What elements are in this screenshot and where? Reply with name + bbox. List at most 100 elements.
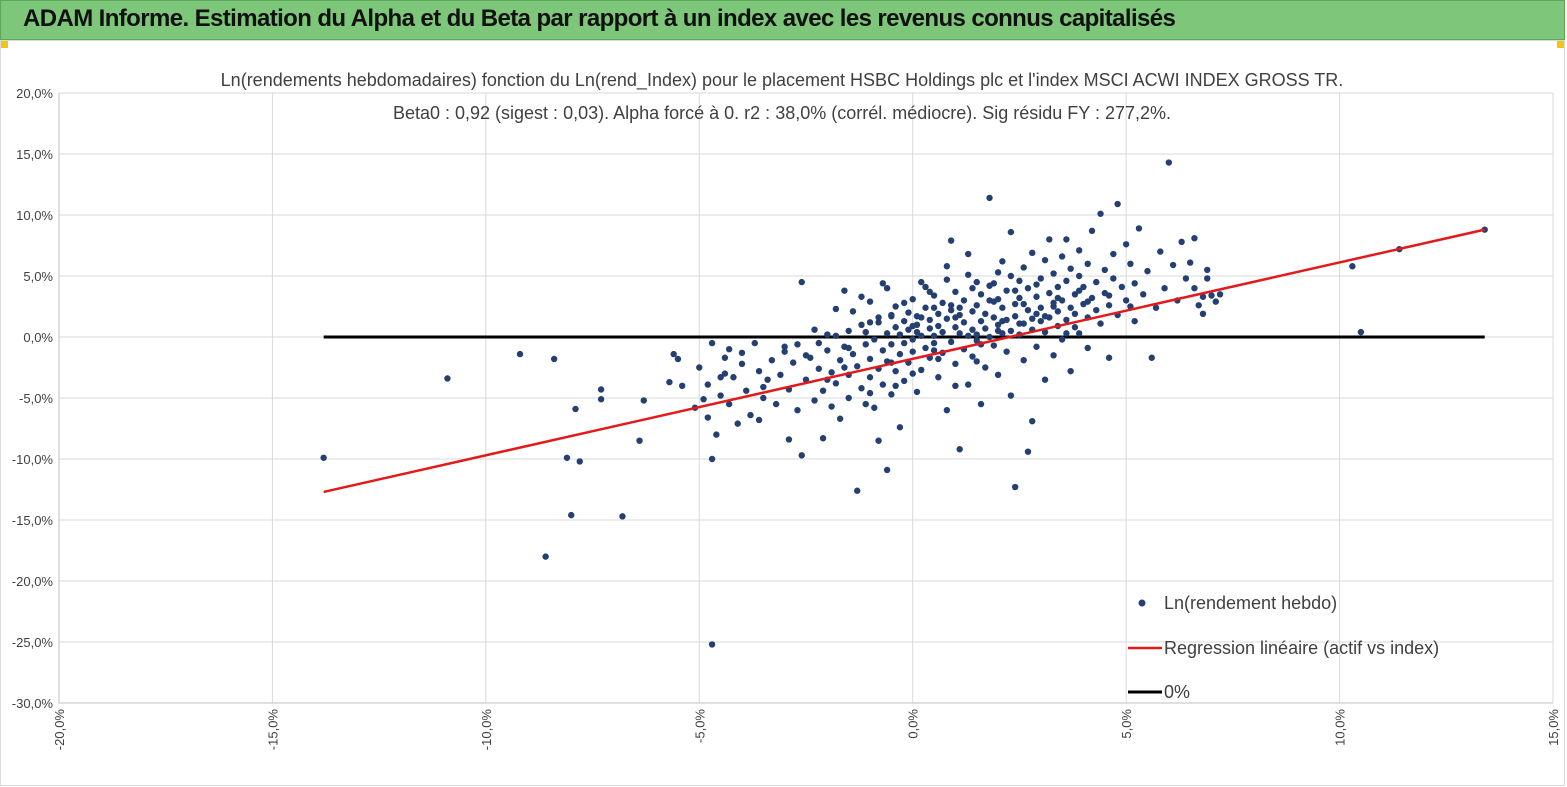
scatter-point xyxy=(896,350,904,358)
scatter-point xyxy=(943,276,951,283)
scatter-point xyxy=(768,356,776,364)
scatter-point xyxy=(640,397,647,404)
scatter-point xyxy=(990,342,998,349)
scatter-point xyxy=(1007,228,1015,236)
scatter-point xyxy=(841,364,848,371)
scatter-point xyxy=(1075,287,1083,294)
scatter-point xyxy=(858,321,865,328)
scatter-point xyxy=(935,322,942,330)
y-tick-label: -25,0% xyxy=(12,635,54,650)
scatter-point xyxy=(721,370,729,377)
scatter-point xyxy=(1011,483,1019,491)
scatter-point xyxy=(935,310,942,318)
y-tick-label: -20,0% xyxy=(12,574,54,589)
scatter-point xyxy=(973,331,980,338)
scatter-point xyxy=(866,355,874,363)
scatter-point xyxy=(1088,294,1096,302)
scatter-point xyxy=(1204,275,1211,282)
scatter-point xyxy=(845,327,852,335)
scatter-point xyxy=(1144,267,1151,275)
scatter-point xyxy=(926,288,933,296)
scatter-point xyxy=(747,411,754,419)
scatter-point xyxy=(960,319,968,326)
y-tick-label: -5,0% xyxy=(19,391,53,406)
scatter-chart: 20,0% 15,0% 10,0% 5,0% 0,0% -5,0% -10,0% -15,0%… xyxy=(12,70,1561,750)
scatter-point xyxy=(909,322,916,330)
scatter-point xyxy=(1007,272,1015,280)
scatter-point xyxy=(939,328,946,336)
scatter-point xyxy=(952,324,959,331)
corner-marker-right xyxy=(1557,40,1565,48)
scatter-point xyxy=(815,365,823,372)
scatter-point xyxy=(1110,275,1117,282)
scatter-point xyxy=(956,304,963,311)
scatter-point xyxy=(1063,277,1070,285)
scatter-point xyxy=(1075,330,1083,337)
scatter-point xyxy=(1011,313,1019,320)
scatter-point xyxy=(1050,303,1057,310)
scatter-point xyxy=(1165,159,1173,166)
scatter-point xyxy=(960,297,968,304)
scatter-point xyxy=(1037,317,1044,325)
scatter-point xyxy=(819,387,827,394)
scatter-point xyxy=(888,391,895,398)
x-tick-label: -5,0% xyxy=(692,709,707,743)
scatter-point xyxy=(1199,293,1207,300)
scatter-point xyxy=(999,317,1006,325)
scatter-point xyxy=(1084,344,1091,352)
scatter-point xyxy=(994,327,1002,335)
scatter-point xyxy=(892,324,899,331)
scatter-point xyxy=(1033,281,1040,288)
scatter-point xyxy=(798,452,805,459)
scatter-point xyxy=(802,352,810,359)
scatter-point xyxy=(1110,250,1117,258)
scatter-point xyxy=(708,455,716,463)
scatter-point xyxy=(909,348,916,355)
scatter-point xyxy=(1024,285,1032,292)
x-tick-label: 10,0% xyxy=(1333,709,1348,746)
scatter-point xyxy=(1357,328,1365,336)
scatter-point xyxy=(670,350,677,358)
scatter-point xyxy=(935,374,942,381)
scatter-point xyxy=(909,295,916,303)
scatter-point xyxy=(1186,259,1194,266)
regression-line xyxy=(323,228,1485,494)
corner-marker-left xyxy=(0,40,8,48)
scatter-point xyxy=(990,314,998,321)
scatter-point xyxy=(444,375,451,382)
scatter-point xyxy=(1191,234,1198,242)
scatter-point xyxy=(1191,285,1198,292)
scatter-point xyxy=(1182,275,1190,282)
scatter-point xyxy=(947,302,955,309)
scatter-point xyxy=(794,341,801,348)
scatter-point xyxy=(1041,313,1049,320)
scatter-point xyxy=(1204,266,1211,274)
scatter-point xyxy=(1011,287,1019,294)
scatter-point xyxy=(666,378,673,386)
scatter-point xyxy=(879,280,887,287)
scatter-point xyxy=(900,317,908,325)
scatter-point xyxy=(1024,306,1032,314)
scatter-point xyxy=(755,416,763,424)
scatter-point xyxy=(918,278,925,286)
scatter-point xyxy=(832,305,840,313)
scatter-point xyxy=(841,287,848,294)
scatter-point xyxy=(845,344,852,352)
scatter-point xyxy=(708,339,716,347)
scatter-point xyxy=(922,304,929,311)
scatter-point xyxy=(990,280,998,287)
scatter-point xyxy=(1122,297,1130,304)
scatter-point xyxy=(905,326,912,333)
scatter-point xyxy=(965,271,972,278)
scatter-point xyxy=(1003,287,1010,294)
scatter-point xyxy=(1212,298,1219,305)
scatter-point xyxy=(1054,308,1062,315)
scatter-point xyxy=(866,389,874,397)
scatter-point xyxy=(730,374,737,381)
y-tick-label: 5,0% xyxy=(23,269,53,284)
axes: 20,0% 15,0% 10,0% 5,0% 0,0% -5,0% -10,0% -15,0%… xyxy=(12,86,1561,750)
scatter-point xyxy=(836,415,844,422)
scatter-point xyxy=(828,369,835,376)
scatter-point xyxy=(798,278,805,286)
scatter-point xyxy=(982,364,989,371)
